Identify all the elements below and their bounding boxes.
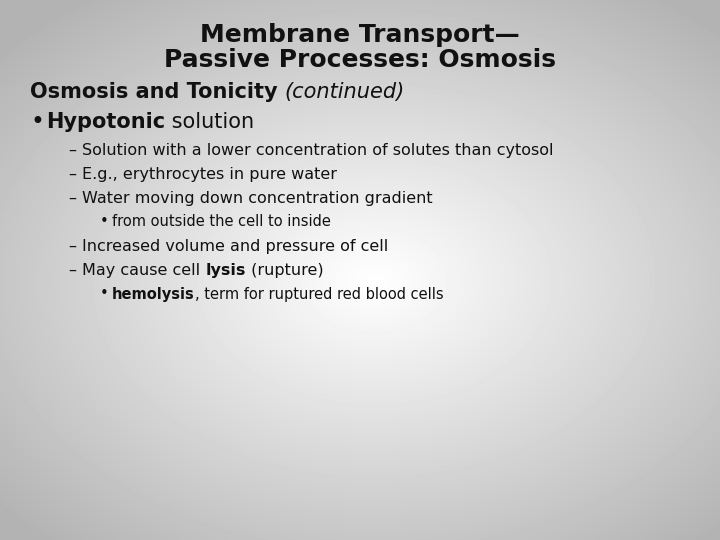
Text: , term for ruptured red blood cells: , term for ruptured red blood cells xyxy=(194,287,444,301)
Text: •: • xyxy=(30,110,44,134)
Text: Solution with a lower concentration of solutes than cytosol: Solution with a lower concentration of s… xyxy=(82,143,554,158)
Text: E.g., erythrocytes in pure water: E.g., erythrocytes in pure water xyxy=(82,166,337,181)
Text: lysis: lysis xyxy=(205,262,246,278)
Text: May cause cell: May cause cell xyxy=(82,262,205,278)
Text: Osmosis and Tonicity: Osmosis and Tonicity xyxy=(30,82,285,102)
Text: –: – xyxy=(68,262,76,278)
Text: –: – xyxy=(68,166,76,181)
Text: –: – xyxy=(68,239,76,253)
Text: solution: solution xyxy=(165,112,254,132)
Text: •: • xyxy=(100,214,109,230)
Text: Water moving down concentration gradient: Water moving down concentration gradient xyxy=(82,191,433,206)
Text: Passive Processes: Osmosis: Passive Processes: Osmosis xyxy=(164,48,556,72)
Text: from outside the cell to inside: from outside the cell to inside xyxy=(112,214,331,230)
Text: Hypotonic: Hypotonic xyxy=(46,112,165,132)
Text: –: – xyxy=(68,143,76,158)
Text: (rupture): (rupture) xyxy=(246,262,323,278)
Text: •: • xyxy=(100,287,109,301)
Text: (continued): (continued) xyxy=(285,82,405,102)
Text: hemolysis: hemolysis xyxy=(112,287,194,301)
Text: –: – xyxy=(68,191,76,206)
Text: Membrane Transport—: Membrane Transport— xyxy=(200,23,520,47)
Text: Increased volume and pressure of cell: Increased volume and pressure of cell xyxy=(82,239,388,253)
